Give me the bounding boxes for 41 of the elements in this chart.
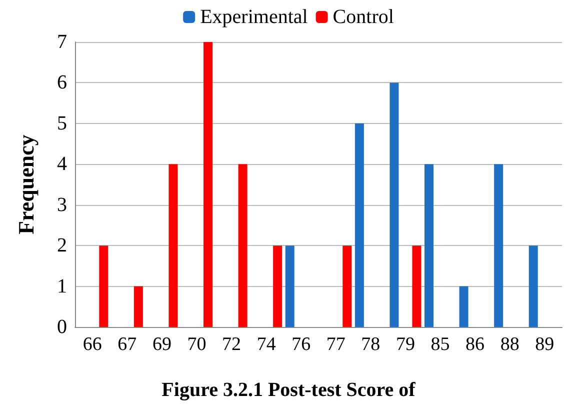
bar bbox=[238, 164, 248, 327]
bar bbox=[285, 246, 294, 327]
x-tick-label: 85 bbox=[430, 334, 450, 355]
x-tick-label: 67 bbox=[118, 334, 137, 355]
bar bbox=[168, 164, 178, 327]
text: Figure 3.2.1 Post-test Score of bbox=[162, 379, 416, 401]
x-tick-label: 86 bbox=[466, 334, 485, 355]
bar bbox=[99, 246, 108, 327]
y-tick-label: 6 bbox=[57, 72, 67, 94]
x-tick-label: 79 bbox=[396, 334, 415, 355]
bar bbox=[424, 164, 434, 327]
x-tick-label: 76 bbox=[292, 334, 311, 355]
bar bbox=[390, 82, 399, 327]
bar bbox=[204, 42, 212, 327]
bar bbox=[459, 286, 468, 327]
bar bbox=[354, 123, 364, 327]
y-tick-label: 1 bbox=[57, 275, 67, 298]
bar bbox=[528, 246, 538, 327]
bar bbox=[273, 246, 282, 327]
x-tick-label: 66 bbox=[82, 334, 102, 355]
y-tick-label: 3 bbox=[57, 194, 67, 216]
y-tick-label: 0 bbox=[57, 316, 67, 338]
bar bbox=[412, 246, 422, 327]
y-axis-title: Frequency bbox=[14, 134, 38, 234]
bar bbox=[494, 164, 504, 327]
y-tick-label: 5 bbox=[57, 112, 67, 134]
bar bbox=[134, 286, 143, 327]
x-tick-label: 88 bbox=[500, 334, 520, 355]
x-tick-label: 74 bbox=[256, 334, 276, 355]
y-tick-label: 7 bbox=[57, 31, 67, 53]
x-tick-label: 70 bbox=[187, 334, 206, 355]
legend-label: Experimental bbox=[200, 6, 308, 28]
x-tick-label: 78 bbox=[361, 334, 380, 355]
x-tick-label: 89 bbox=[535, 334, 554, 355]
y-tick-label: 4 bbox=[57, 153, 67, 176]
bar bbox=[342, 246, 352, 327]
x-tick-label: 69 bbox=[152, 334, 172, 355]
legend-label: Control bbox=[332, 6, 394, 28]
x-tick-label: 77 bbox=[326, 334, 346, 355]
x-tick-label: 72 bbox=[222, 334, 242, 355]
y-tick-label: 2 bbox=[57, 234, 67, 257]
